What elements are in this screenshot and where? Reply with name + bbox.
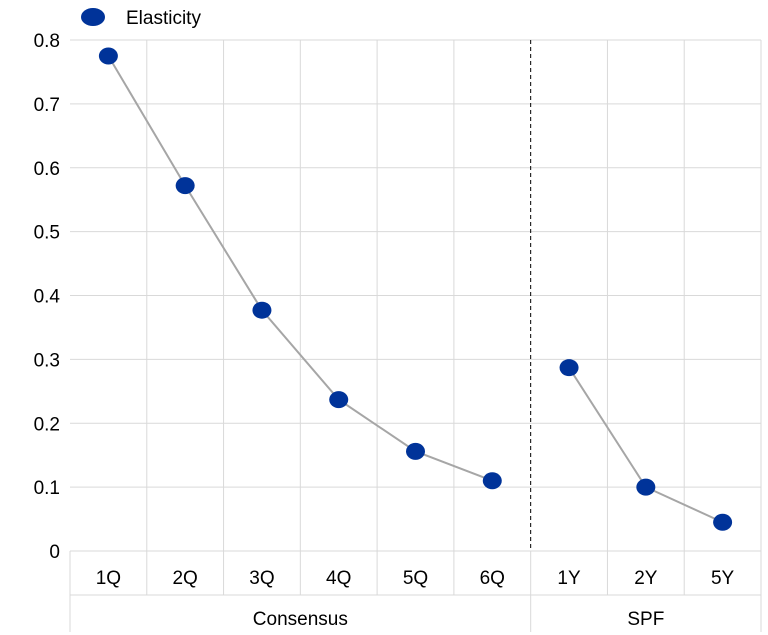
x-tick-label: 5Q	[403, 568, 428, 589]
group-label: Consensus	[253, 609, 348, 630]
x-tick-label: 3Q	[249, 568, 274, 589]
gridlines	[70, 39, 762, 551]
x-tick-label: 2Y	[634, 568, 658, 589]
series-markers	[98, 47, 733, 531]
y-tick-label: 0.8	[34, 31, 60, 52]
legend-label: Elasticity	[126, 8, 201, 29]
y-tick-label: 0.6	[34, 159, 60, 180]
x-axis-group-labels: Consensus SPF	[253, 609, 665, 630]
axes	[69, 40, 762, 632]
legend: Elasticity	[81, 8, 201, 29]
data-point	[175, 177, 195, 195]
data-point	[406, 442, 425, 460]
y-tick-label: 0.5	[34, 223, 60, 244]
data-point	[559, 359, 579, 377]
series-line-consensus	[107, 55, 493, 482]
x-tick-label: 2Q	[172, 568, 197, 589]
y-tick-label: 0.3	[34, 350, 60, 371]
data-point	[98, 47, 118, 65]
y-tick-label: 0.2	[34, 414, 60, 435]
y-tick-label: 0	[49, 542, 60, 563]
data-point	[482, 472, 502, 490]
x-tick-label: 1Q	[96, 568, 121, 589]
legend-marker	[81, 8, 105, 26]
data-point	[636, 478, 656, 496]
x-tick-label: 5Y	[711, 568, 735, 589]
y-tick-label: 0.1	[34, 478, 60, 499]
data-point	[713, 513, 733, 531]
x-tick-label: 1Y	[557, 568, 581, 589]
x-tick-label: 6Q	[480, 568, 505, 589]
group-label: SPF	[627, 609, 664, 630]
y-axis-ticks: 0 0.1 0.2 0.3 0.4 0.5 0.6 0.7 0.8	[34, 31, 61, 563]
series-line-spf	[568, 367, 724, 524]
data-point	[329, 391, 349, 409]
x-axis-ticks: 1Q 2Q 3Q 4Q 5Q 6Q 1Y 2Y 5Y	[96, 568, 735, 589]
data-point	[252, 301, 272, 319]
x-tick-label: 4Q	[326, 568, 351, 589]
y-tick-label: 0.4	[34, 287, 61, 308]
y-tick-label: 0.7	[34, 95, 60, 116]
